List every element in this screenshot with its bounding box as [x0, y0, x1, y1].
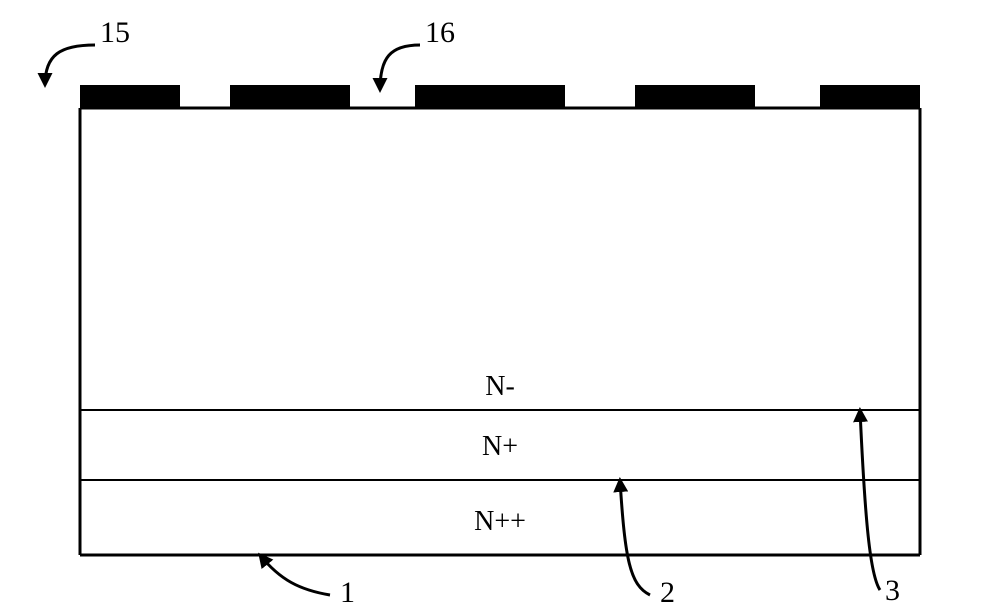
callout-swoop-15 [45, 45, 95, 85]
callout-label-3: 3 [885, 574, 900, 606]
callout-label-1: 1 [340, 576, 355, 606]
layer-label-buffer: N+ [482, 431, 518, 462]
mask-bar-0 [80, 85, 180, 108]
callout-swoop-1 [260, 555, 330, 595]
mask-bar-1 [230, 85, 350, 108]
callout-swoop-3 [860, 410, 880, 590]
callout-label-16: 16 [425, 16, 455, 49]
mask-bar-2 [415, 85, 565, 108]
mask-bar-3 [635, 85, 755, 108]
callout-swoop-16 [380, 45, 420, 90]
callout-label-2: 2 [660, 576, 675, 606]
callout-label-15: 15 [100, 16, 130, 49]
layer-label-substrate: N++ [474, 506, 526, 537]
layer-label-drift: N- [485, 371, 515, 402]
callout-swoop-2 [620, 480, 650, 595]
mask-bar-4 [820, 85, 920, 108]
